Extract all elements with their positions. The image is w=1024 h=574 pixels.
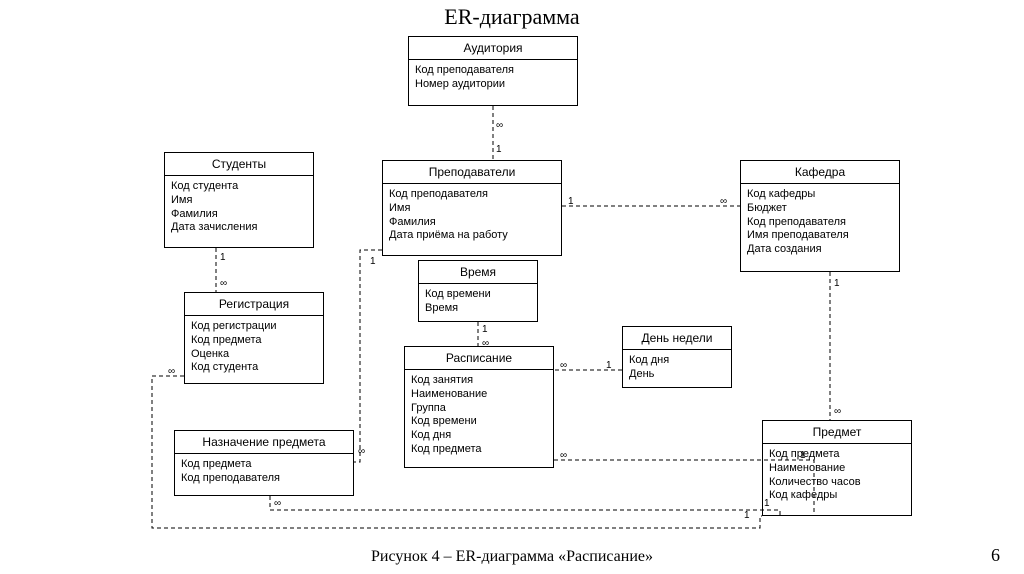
entity-auditoria: АудиторияКод преподавателяНомер аудитори… (408, 36, 578, 106)
entity-body: Код преподавателяИмяФамилияДата приёма н… (383, 184, 561, 247)
edge-label: ∞ (834, 406, 841, 417)
entity-attr: Код регистрации (191, 320, 317, 334)
entity-attr: Оценка (191, 348, 317, 362)
edge-label: ∞ (482, 338, 489, 349)
entity-body: Код занятияНаименованиеГруппаКод времени… (405, 370, 553, 461)
entity-title: Студенты (165, 153, 313, 176)
entity-attr: Код предмета (769, 448, 905, 462)
entity-title: Предмет (763, 421, 911, 444)
edge-label: 1 (568, 196, 574, 207)
entity-title: Кафедра (741, 161, 899, 184)
entity-title: Расписание (405, 347, 553, 370)
edge-label: 1 (496, 144, 502, 155)
entity-title: Регистрация (185, 293, 323, 316)
entity-attr: Код занятия (411, 374, 547, 388)
edge-label: 1 (606, 360, 612, 371)
entity-attr: Код дня (411, 429, 547, 443)
entity-body: Код кафедрыБюджетКод преподавателяИмя пр… (741, 184, 899, 261)
entity-attr: Бюджет (747, 202, 893, 216)
entity-title: День недели (623, 327, 731, 350)
entity-naznachenie_predmeta: Назначение предметаКод предметаКод препо… (174, 430, 354, 496)
entity-attr: Код преподавателя (747, 216, 893, 230)
entity-body: Код студентаИмяФамилияДата зачисления (165, 176, 313, 239)
entity-prepodavateli: ПреподавателиКод преподавателяИмяФамилия… (382, 160, 562, 256)
entity-body: Код преподавателяНомер аудитории (409, 60, 577, 96)
entity-attr: Количество часов (769, 476, 905, 490)
entity-vremya: ВремяКод времениВремя (418, 260, 538, 322)
entity-attr: Наименование (411, 388, 547, 402)
edge-label: 1 (800, 450, 806, 461)
entity-attr: Группа (411, 402, 547, 416)
entity-attr: Дата приёма на работу (389, 229, 555, 243)
edge-label: 1 (220, 252, 226, 263)
entity-body: Код времениВремя (419, 284, 537, 320)
edge-label: ∞ (168, 366, 175, 377)
entity-attr: Код кафедры (769, 489, 905, 503)
page-number: 6 (991, 545, 1000, 566)
entity-den_nedeli: День неделиКод дняДень (622, 326, 732, 388)
entity-attr: Код студента (191, 361, 317, 375)
entity-predmet: ПредметКод предметаНаименованиеКоличеств… (762, 420, 912, 516)
edge-label: 1 (834, 278, 840, 289)
entity-studenty: СтудентыКод студентаИмяФамилияДата зачис… (164, 152, 314, 248)
diagram-title: ER-диаграмма (0, 4, 1024, 30)
entity-registratsiya: РегистрацияКод регистрацииКод предметаОц… (184, 292, 324, 384)
edge-naz-predmet (270, 496, 780, 516)
entity-title: Время (419, 261, 537, 284)
entity-attr: Дата создания (747, 243, 893, 257)
entity-attr: Наименование (769, 462, 905, 476)
entity-attr: Код студента (171, 180, 307, 194)
entity-attr: Имя (171, 194, 307, 208)
entity-body: Код предметаНаименованиеКоличество часов… (763, 444, 911, 507)
entity-attr: Код кафедры (747, 188, 893, 202)
edge-label: ∞ (560, 360, 567, 371)
edge-label: 1 (370, 256, 376, 267)
entity-attr: Имя преподавателя (747, 229, 893, 243)
entity-title: Преподаватели (383, 161, 561, 184)
entity-raspisanie: РасписаниеКод занятияНаименованиеГруппаК… (404, 346, 554, 468)
entity-attr: Код преподавателя (389, 188, 555, 202)
entity-title: Назначение предмета (175, 431, 353, 454)
entity-attr: Фамилия (389, 216, 555, 230)
entity-kafedra: КафедраКод кафедрыБюджетКод преподавател… (740, 160, 900, 272)
edge-label: 1 (764, 498, 770, 509)
entity-body: Код регистрацииКод предметаОценкаКод сту… (185, 316, 323, 379)
edge-label: ∞ (274, 498, 281, 509)
edge-label: ∞ (220, 278, 227, 289)
entity-attr: Фамилия (171, 208, 307, 222)
edge-label: ∞ (720, 196, 727, 207)
entity-attr: Имя (389, 202, 555, 216)
entity-body: Код предметаКод преподавателя (175, 454, 353, 490)
entity-attr: Код дня (629, 354, 725, 368)
figure-caption: Рисунок 4 – ER-диаграмма «Расписание» (0, 548, 1024, 566)
entity-attr: Код времени (425, 288, 531, 302)
entity-attr: Код предмета (411, 443, 547, 457)
entity-attr: Время (425, 302, 531, 316)
edge-label: ∞ (496, 120, 503, 131)
entity-attr: Код преподавателя (415, 64, 571, 78)
edge-label: ∞ (560, 450, 567, 461)
entity-body: Код дняДень (623, 350, 731, 386)
entity-attr: Код предмета (191, 334, 317, 348)
entity-attr: Код времени (411, 415, 547, 429)
edge-prep-naz (354, 250, 382, 462)
edge-label: 1 (482, 324, 488, 335)
entity-title: Аудитория (409, 37, 577, 60)
edge-label: ∞ (358, 446, 365, 457)
entity-attr: Дата зачисления (171, 221, 307, 235)
entity-attr: День (629, 368, 725, 382)
entity-attr: Номер аудитории (415, 78, 571, 92)
edge-label: 1 (744, 510, 750, 521)
entity-attr: Код преподавателя (181, 472, 347, 486)
entity-attr: Код предмета (181, 458, 347, 472)
